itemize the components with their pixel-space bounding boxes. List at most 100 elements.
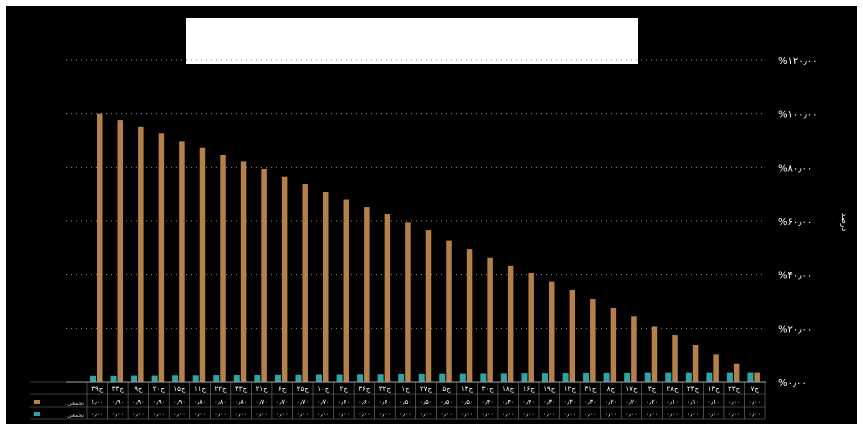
data-label-series-1: ۰٫۴۰	[481, 398, 494, 406]
bar-series-1	[199, 147, 206, 382]
bar-series-1	[487, 257, 493, 382]
bar-series-1	[179, 141, 185, 382]
legend-label: تجمعی	[67, 400, 84, 407]
data-label-series-2: ۰٫۰۰	[358, 410, 371, 418]
data-label-series-2: ۰٫۰۰	[522, 410, 535, 418]
bar-series-2	[316, 374, 322, 382]
category-label: ج۵	[442, 385, 451, 393]
data-label-series-2: ۰٫۰۰	[461, 410, 474, 418]
category-label: ج۱۶	[523, 385, 536, 393]
data-label-series-2: ۰٫۰۰	[399, 410, 412, 418]
data-label-series-1: ۰٫۶۰	[338, 398, 351, 406]
data-label-series-2: ۰٫۰۰	[687, 410, 700, 418]
category-label: ج۲۱	[256, 385, 269, 393]
category-label: ج۲۲	[215, 385, 228, 393]
bar-series-2	[336, 374, 343, 382]
data-label-series-2: ۰٫۰۰	[605, 410, 618, 418]
legend-label: تجمعی	[67, 412, 84, 419]
category-label: ج۲۷	[420, 385, 433, 393]
bar-series-1	[528, 273, 534, 382]
data-label-series-1: ۰٫۰۰	[748, 398, 761, 406]
data-label-series-2: ۰٫۰۰	[543, 410, 556, 418]
data-label-series-2: ۰٫۰۰	[625, 410, 638, 418]
data-label-series-2: ۰٫۰۰	[317, 410, 330, 418]
bar-series-1	[323, 192, 329, 382]
category-label: ج۳۳	[112, 385, 125, 393]
data-label-series-1: ۰٫۸۰	[235, 398, 248, 406]
data-label-series-1: ۰٫۹۰	[173, 398, 186, 406]
bar-series-1	[384, 214, 391, 382]
bar-series-1	[220, 154, 226, 382]
data-label-series-1: ۰٫۵۰	[420, 398, 433, 406]
y-tick-label: %۶۰٫۰۰	[778, 217, 812, 228]
category-label: ج۱۰	[317, 385, 330, 393]
data-label-series-2: ۰٫۰۰	[440, 410, 453, 418]
category-label: ج۱۵	[173, 385, 186, 393]
data-label-series-2: ۰٫۰۰	[132, 410, 145, 418]
bar-series-1	[158, 133, 165, 382]
category-label: ج۲۰	[153, 385, 166, 393]
data-label-series-1: ۰٫۱۰	[687, 398, 700, 406]
data-label-series-1: ۰٫۸۰	[214, 398, 227, 406]
data-label-series-1: ۰٫۹۰	[153, 398, 166, 406]
grid-lines	[66, 59, 766, 329]
category-label: ج۲۴	[687, 385, 700, 393]
bar-series-1	[672, 335, 678, 382]
bar-series-2	[706, 372, 713, 382]
bar-series-1	[631, 316, 637, 382]
bar-series-2	[295, 374, 302, 382]
data-label-series-1: ۰٫۵۰	[399, 398, 412, 406]
legend-swatch	[34, 400, 40, 404]
data-label-series-1: ۰٫۴۰	[522, 398, 535, 406]
bar-series-1	[610, 307, 617, 382]
data-label-series-1: ۰٫۷۰	[276, 398, 289, 406]
bar-series-2	[274, 374, 281, 382]
data-label-series-1: ۰٫۵۰	[461, 398, 474, 406]
data-label-series-1: ۰٫۶۰	[379, 398, 392, 406]
data-label-series-1: ۰٫۵۰	[440, 398, 453, 406]
bar-series-2	[644, 372, 651, 382]
data-label-series-2: ۰٫۰۰	[255, 410, 268, 418]
data-label-series-1: ۰٫۲۰	[625, 398, 638, 406]
data-label-series-1: ۰٫۱۰	[707, 398, 720, 406]
bar-series-2	[542, 373, 548, 382]
bar-series-2	[172, 375, 179, 382]
data-label-series-2: ۰٫۰۰	[214, 410, 227, 418]
category-label: ج۳۲	[379, 385, 392, 393]
bar-series-2	[480, 373, 487, 382]
bar-series-1	[281, 176, 288, 382]
data-label-series-2: ۰٫۰۰	[666, 410, 679, 418]
category-label: ج۲۸	[667, 385, 680, 393]
bar-series-2	[562, 373, 569, 382]
bar-series-1	[651, 326, 658, 382]
bar-series-2	[418, 373, 425, 382]
data-label-series-2: ۰٫۰۰	[481, 410, 494, 418]
bar-series-2	[747, 372, 754, 382]
category-label: ج۳	[648, 385, 657, 393]
bar-series-2	[603, 372, 610, 382]
data-label-series-1: ۰٫۰۰	[728, 398, 741, 406]
data-label-series-1: ۰٫۳۰	[543, 398, 556, 406]
bar-series-2	[377, 374, 384, 382]
data-label-series-1: ۰٫۸۰	[194, 398, 207, 406]
bar-series-1	[425, 230, 432, 382]
y-tick-labels: %۰٫۰۰ %۲۰٫۰۰ %۴۰٫۰۰ %۶۰٫۰۰ %۸۰٫۰۰ %۱۰۰٫۰۰ %۱۲۰…	[778, 56, 818, 389]
bar-series-2	[192, 375, 199, 382]
data-label-series-2: ۰٫۰۰	[379, 410, 392, 418]
category-label: ج۱۸	[502, 385, 515, 393]
bar-series-1	[138, 126, 144, 382]
y-tick-label: %۴۰٫۰۰	[778, 271, 812, 282]
category-label: ج۶	[278, 385, 287, 393]
data-label-series-1: ۰٫۱۰	[666, 398, 679, 406]
bar-series-1	[569, 289, 576, 382]
category-label: ج۱۹	[543, 385, 556, 393]
data-label-series-2: ۰٫۰۰	[420, 410, 433, 418]
y-tick-label: %۱۰۰٫۰۰	[778, 110, 818, 121]
bar-series-1	[302, 183, 308, 382]
category-label: ج۳۹	[91, 385, 104, 393]
bar-series-1	[754, 372, 760, 382]
bar-series-2	[685, 372, 692, 382]
bar-series-1	[590, 299, 596, 382]
data-label-series-1: ۰٫۲۰	[646, 398, 659, 406]
bar-series-2	[726, 372, 733, 382]
